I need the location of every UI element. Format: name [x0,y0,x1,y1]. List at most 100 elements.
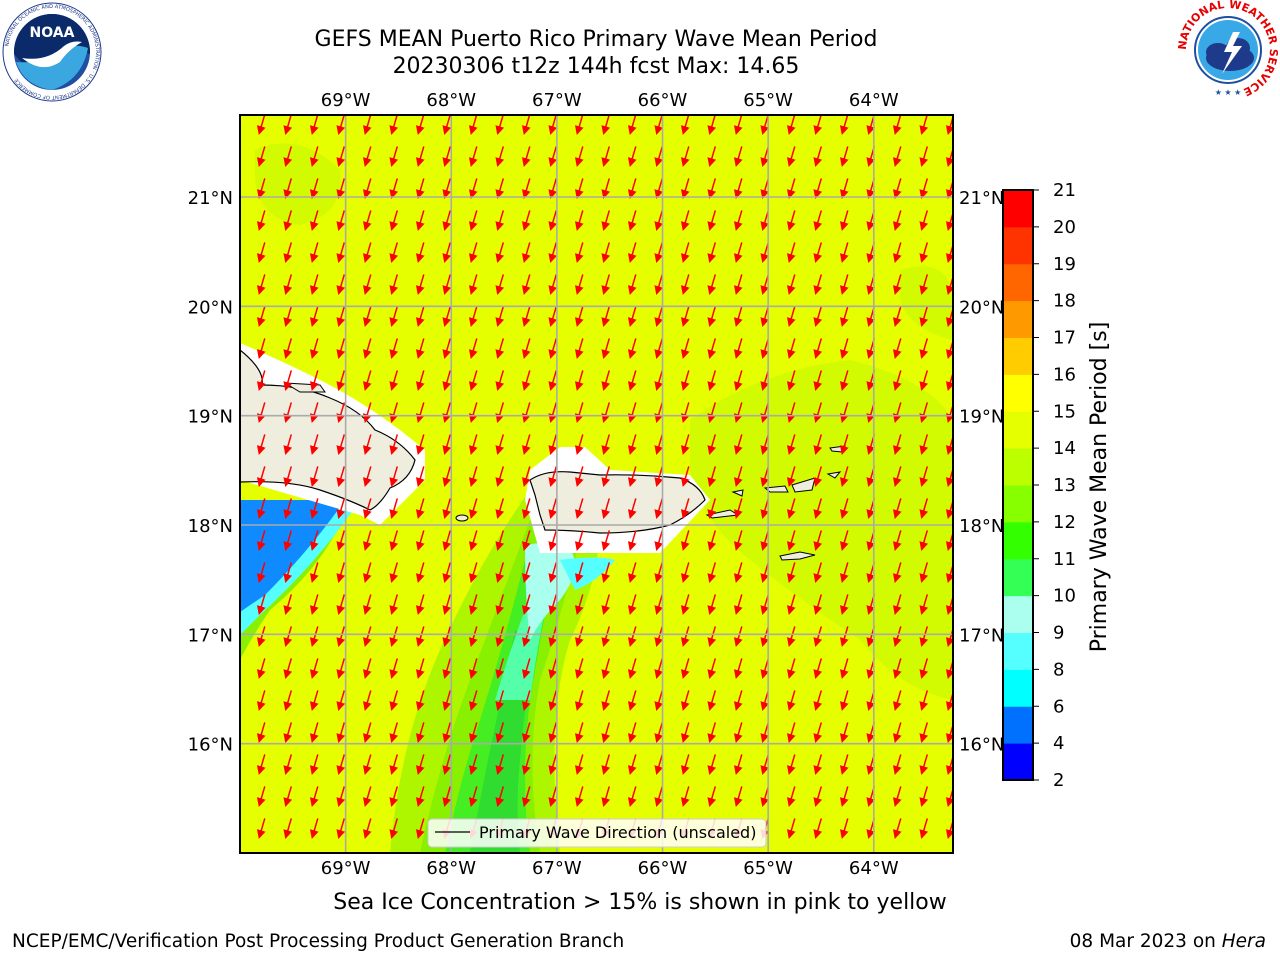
wave-arrow [468,146,478,168]
lon-tick-label: 67°W [532,90,582,111]
wave-arrow [892,722,902,744]
wave-arrow [839,370,849,392]
wave-arrow [707,402,717,424]
wave-arrow [362,146,372,168]
wave-arrow [468,530,478,552]
wave-arrow [415,626,425,648]
wave-arrow [389,722,399,744]
wave-arrow [813,306,823,328]
wave-arrow [362,338,372,360]
lat-tick-label: 19°N [959,407,1004,428]
wave-arrow [362,594,372,616]
wave-arrow [336,338,346,360]
wave-arrow [283,466,293,488]
wave-arrow [627,434,637,456]
wave-arrow [680,115,690,136]
wave-arrow [389,594,399,616]
wave-arrow [468,274,478,296]
wave-arrow [574,498,584,520]
wave-arrow [654,274,664,296]
wave-arrow [468,242,478,264]
wave-arrow [574,434,584,456]
wave-arrow [256,562,266,584]
wave-arrow [548,146,558,168]
wave-arrow [707,754,717,776]
wave-arrow [654,754,664,776]
wave-arrow [495,690,505,712]
wave-arrow [786,466,796,488]
wave-arrow [813,115,823,136]
wave-arrow [389,562,399,584]
wave-arrow [468,690,478,712]
wave-arrow [309,626,319,648]
wave-arrow [733,274,743,296]
wave-arrow [256,690,266,712]
wave-arrow [601,594,611,616]
lon-ticks-bottom: 69°W 68°W 67°W 66°W 65°W 64°W [321,858,899,879]
wave-arrow [680,754,690,776]
wave-arrow [362,274,372,296]
colorbar-tick-label: 11 [1053,549,1076,570]
wave-arrow [786,274,796,296]
wave-arrow [468,498,478,520]
wave-arrow [733,690,743,712]
wave-arrow [495,178,505,200]
wave-arrow [548,658,558,680]
wave-arrow [839,786,849,808]
wave-arrow [680,530,690,552]
wave-arrow [521,562,531,584]
wave-arrow [839,658,849,680]
wave-arrow [442,402,452,424]
wave-arrow [733,210,743,232]
wave-arrow [389,370,399,392]
wave-arrow [256,434,266,456]
wave-arrow [574,466,584,488]
wave-arrow [336,690,346,712]
wave-arrow [786,658,796,680]
wave-arrow [919,754,929,776]
wave-arrow [256,818,266,840]
wave-arrow [336,594,346,616]
wave-arrow [574,562,584,584]
wave-arrow [707,434,717,456]
wave-arrow [256,274,266,296]
wave-arrow [892,818,902,840]
wave-arrow [362,402,372,424]
wave-arrow [336,626,346,648]
wave-arrow [256,178,266,200]
wave-arrow [362,370,372,392]
wave-arrow [919,818,929,840]
wave-arrow [680,146,690,168]
wave-arrow [521,434,531,456]
wave-arrow [283,818,293,840]
wave-arrow [574,530,584,552]
wave-arrow [336,658,346,680]
wave-arrow [415,594,425,616]
wave-arrow [495,115,505,136]
island-st-croix [779,551,816,561]
wave-arrow [601,786,611,808]
wave-arrow [495,562,505,584]
wave-arrow [707,242,717,264]
wave-arrow [654,370,664,392]
colorbar-segment [1003,669,1033,707]
wave-arrow [442,146,452,168]
wave-arrow [707,178,717,200]
wave-arrow [336,818,346,840]
wave-arrow [892,594,902,616]
wave-arrow [442,370,452,392]
wave-arrow [627,658,637,680]
wave-arrow [574,274,584,296]
wave-arrow [468,722,478,744]
wave-arrow [309,434,319,456]
wave-arrow [680,626,690,648]
wave-arrow [839,146,849,168]
wave-arrow [601,690,611,712]
wave-arrow [468,626,478,648]
wave-arrow [256,530,266,552]
wave-arrow [627,690,637,712]
wave-arrow [680,242,690,264]
wave-arrow [336,754,346,776]
wave-arrow [786,434,796,456]
wave-arrow [442,786,452,808]
